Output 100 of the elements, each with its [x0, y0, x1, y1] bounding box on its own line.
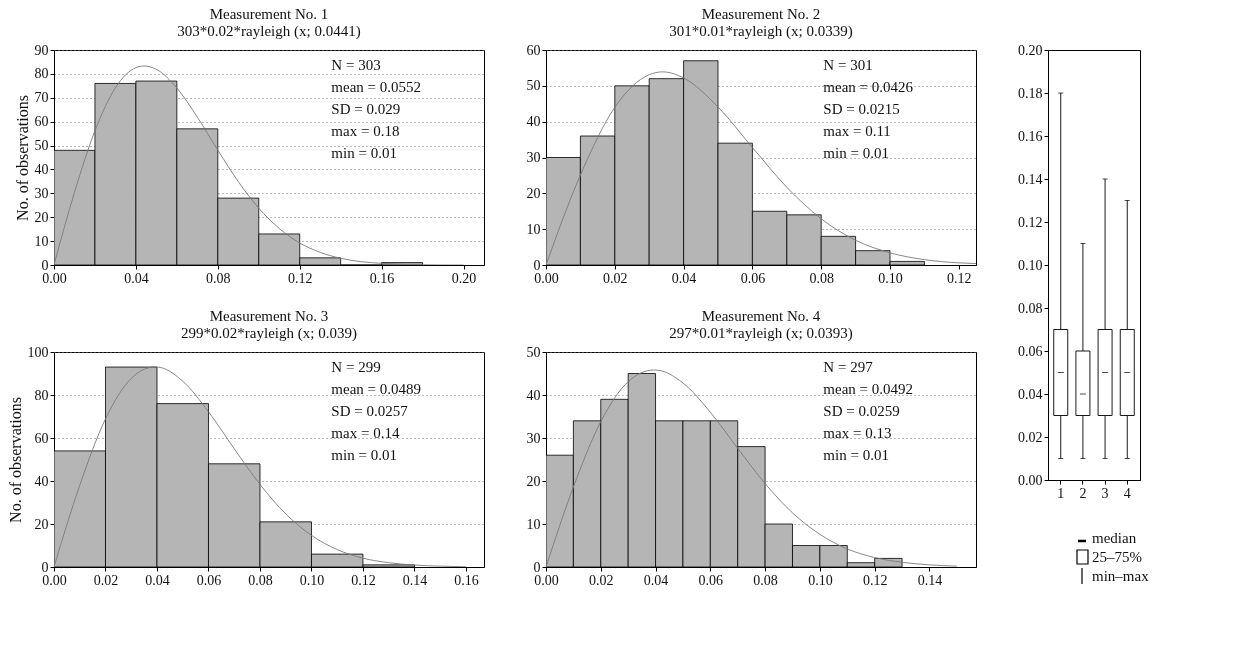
chart-title: Measurement No. 2	[701, 6, 821, 22]
y-tick-label: 40	[34, 473, 49, 489]
y-tick-label: 50	[34, 138, 49, 154]
annotation: mean = 0.0489	[331, 381, 422, 397]
annotation: min = 0.01	[823, 447, 889, 463]
x-tick-label: 0.04	[643, 572, 669, 588]
x-tick-label: 0.12	[862, 572, 888, 588]
y-tick-label: 0.04	[1018, 386, 1043, 402]
y-tick-label: 0.06	[1018, 343, 1043, 359]
x-tick-label: 0.20	[451, 270, 477, 286]
y-tick-label: 50	[526, 78, 541, 94]
chart-title: Measurement No. 4	[701, 308, 821, 324]
y-tick-label: 80	[34, 387, 49, 403]
y-tick-label: 60	[526, 42, 541, 58]
chart-title: Measurement No. 3	[209, 308, 329, 324]
x-tick-label: 0.06	[196, 572, 222, 588]
x-tick-label: 0.04	[124, 270, 149, 286]
y-tick-label: 20	[34, 209, 49, 225]
x-tick-label: 0.02	[589, 572, 614, 588]
x-tick-label: 0.02	[93, 572, 119, 588]
y-tick-label: 10	[526, 516, 541, 532]
y-tick-label: 0.18	[1018, 85, 1043, 101]
y-axis-title: No. of observations	[13, 95, 31, 221]
x-tick-label: 0.16	[369, 270, 395, 286]
y-tick-label: 0	[533, 257, 541, 273]
annotation: max = 0.18	[331, 123, 400, 139]
y-tick-label: 0.16	[1018, 128, 1043, 144]
annotation: SD = 0.029	[331, 101, 401, 117]
annotation: min = 0.01	[331, 447, 397, 463]
y-tick-label: 30	[34, 185, 49, 201]
annotation: N = 301	[823, 57, 873, 73]
y-tick-label: 100	[27, 344, 49, 360]
annotation: min = 0.01	[331, 145, 397, 161]
annotation: SD = 0.0259	[823, 403, 900, 419]
text: median	[1092, 530, 1137, 546]
y-tick-label: 30	[526, 150, 541, 165]
y-tick-label: 50	[526, 344, 541, 360]
y-tick-label: 0.08	[1018, 300, 1043, 316]
annotation: mean = 0.0552	[331, 79, 422, 95]
y-tick-label: 0.10	[1018, 257, 1043, 273]
annotation: SD = 0.0215	[823, 101, 900, 117]
y-tick-label: 30	[526, 430, 541, 446]
y-tick-label: 10	[34, 233, 49, 249]
x-tick-label: 0.10	[808, 572, 833, 588]
x-tick-label: 1	[1057, 485, 1065, 501]
x-tick-label: 0.06	[740, 270, 766, 286]
y-tick-label: 0.12	[1018, 214, 1043, 230]
y-tick-label: 0	[41, 257, 49, 273]
x-tick-label: 4	[1123, 485, 1131, 501]
chart-subtitle: 301*0.01*rayleigh (x; 0.0339)	[669, 23, 853, 40]
y-tick-label: 70	[34, 90, 49, 106]
y-tick-label: 40	[34, 161, 49, 177]
annotation: N = 303	[331, 57, 381, 73]
y-tick-label: 90	[34, 42, 49, 58]
chart-subtitle: 297*0.01*rayleigh (x; 0.0393)	[669, 325, 853, 342]
annotation: N = 297	[823, 359, 874, 375]
x-tick-label: 0.08	[248, 572, 273, 588]
x-tick-label: 0.10	[878, 270, 903, 286]
annotation: min = 0.01	[823, 145, 889, 161]
y-tick-label: 0.20	[1018, 42, 1043, 58]
x-tick-label: 0.04	[145, 572, 170, 588]
annotation: SD = 0.0257	[331, 403, 409, 419]
y-tick-label: 60	[34, 430, 49, 446]
y-tick-label: 0.00	[1018, 472, 1043, 488]
x-tick-label: 0.16	[454, 572, 479, 588]
x-tick-label: 2	[1079, 485, 1087, 501]
y-tick-label: 40	[526, 114, 541, 130]
annotation: max = 0.14	[331, 425, 400, 441]
y-tick-label: 80	[34, 66, 49, 82]
y-tick-label: 0	[533, 559, 541, 575]
x-tick-label: 0.10	[299, 572, 325, 588]
y-tick-label: 20	[34, 516, 49, 532]
y-tick-label: 40	[526, 387, 541, 403]
chart-title: Measurement No. 1	[209, 6, 329, 22]
y-tick-label: 0	[41, 559, 49, 575]
x-tick-label: 0.12	[351, 572, 376, 588]
chart-subtitle: 303*0.02*rayleigh (x; 0.0441)	[177, 23, 361, 40]
y-tick-label: 20	[526, 473, 541, 489]
y-tick-label: 10	[526, 221, 541, 237]
annotation: max = 0.11	[823, 123, 891, 139]
annotation: N = 299	[331, 359, 381, 375]
x-tick-label: 0.02	[603, 270, 628, 286]
annotation: mean = 0.0426	[823, 79, 914, 95]
y-tick-label: 0.14	[1018, 171, 1043, 187]
x-tick-label: 0.08	[809, 270, 834, 286]
x-tick-label: 0.06	[698, 572, 724, 588]
y-tick-label: 20	[526, 185, 541, 201]
y-axis-title: No. of observations	[6, 397, 24, 523]
annotation: max = 0.13	[823, 425, 892, 441]
y-tick-label: 60	[34, 114, 49, 130]
chart-subtitle: 299*0.02*rayleigh (x; 0.039)	[181, 325, 357, 342]
y-tick-label: 0.02	[1018, 429, 1043, 445]
x-tick-label: 0.14	[402, 572, 428, 588]
text: min–max	[1092, 568, 1150, 584]
x-tick-label: 0.08	[206, 270, 231, 286]
x-tick-label: 0.14	[917, 572, 943, 588]
x-tick-label: 0.08	[753, 572, 778, 588]
x-tick-label: 0.12	[287, 270, 313, 286]
x-tick-label: 0.12	[947, 270, 972, 286]
text: 25–75%	[1092, 549, 1142, 565]
